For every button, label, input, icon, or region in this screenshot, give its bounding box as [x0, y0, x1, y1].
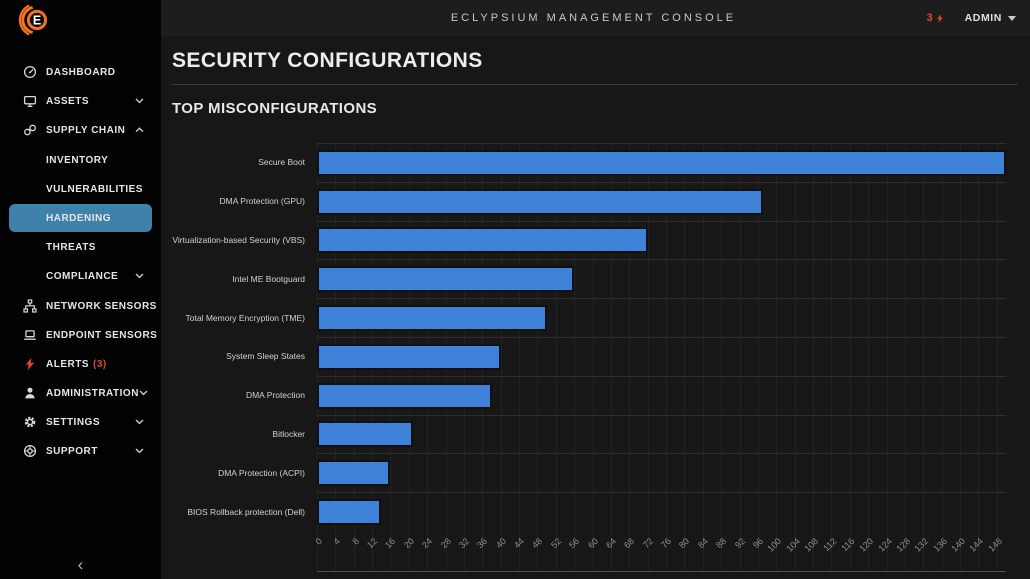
- admin-user-label: ADMIN: [964, 12, 1002, 24]
- sidebar-item-supply-chain[interactable]: SUPPLY CHAIN: [9, 116, 152, 144]
- sidebar-item-label: SUPPORT: [46, 445, 98, 457]
- sidebar-item-label: HARDENING: [46, 212, 112, 224]
- chevron-down-icon: [135, 448, 144, 454]
- chart-row: [317, 181, 1006, 221]
- page-title: SECURITY CONFIGURATIONS: [172, 49, 483, 72]
- misconfigurations-chart: Secure Boot DMA Protection (GPU) Virtualiz…: [172, 143, 1018, 572]
- category-label: System Sleep States: [226, 351, 305, 362]
- category-label: Intel ME Bootguard: [232, 273, 305, 284]
- chart-x-axis: 0 4 8 12 16 20 24 28 32 36 40 44 48 52 56 60 64 68 72 76 80 8…: [313, 535, 1004, 554]
- chart-bar[interactable]: [317, 227, 648, 254]
- chart-bar[interactable]: [317, 149, 1006, 176]
- chart-bar[interactable]: [317, 499, 382, 526]
- sidebar-item-vulnerabilities[interactable]: VULNERABILITIES: [9, 175, 152, 203]
- chart-bar[interactable]: [317, 421, 414, 448]
- administration-icon: [23, 386, 37, 400]
- chart-rows: [317, 143, 1006, 531]
- chart-row: [317, 298, 1006, 337]
- sidebar-item-label: NETWORK SENSORS: [46, 300, 157, 312]
- content: SECURITY CONFIGURATIONS TOP MISCONFIGURA…: [161, 36, 1030, 579]
- chart-plot-area: 0 4 8 12 16 20 24 28 32 36 40 44 48 52 56 60 64 68 72 76 80 8…: [313, 143, 1006, 572]
- sidebar-item-label: SUPPLY CHAIN: [46, 124, 126, 136]
- svg-text:E: E: [33, 13, 41, 27]
- alerts-icon: [23, 357, 37, 371]
- chart-row: [317, 259, 1006, 298]
- sidebar-item-network-sensors[interactable]: NETWORK SENSORS: [9, 292, 156, 320]
- sidebar-item-label: ENDPOINT SENSORS: [46, 329, 158, 341]
- console-title: ECLYPSIUM MANAGEMENT CONSOLE: [450, 12, 737, 24]
- chevron-down-icon: [135, 98, 144, 104]
- section-title: TOP MISCONFIGURATIONS: [172, 100, 378, 117]
- sidebar-item-label: VULNERABILITIES: [46, 183, 143, 195]
- sidebar-item-threats[interactable]: THREATS: [9, 233, 152, 261]
- sidebar-nav: DASHBOARD ASSETS SUPPLY CHAIN INVENTORY VULN…: [0, 58, 161, 466]
- sidebar-item-assets[interactable]: ASSETS: [9, 87, 152, 115]
- topbar: ECLYPSIUM MANAGEMENT CONSOLE 3 ADMIN: [161, 0, 1030, 36]
- sidebar-item-label: COMPLIANCE: [46, 270, 119, 282]
- chart-row: [317, 220, 1006, 260]
- chevron-down-icon: [139, 390, 148, 396]
- sidebar-item-label: SETTINGS: [46, 416, 101, 428]
- supply-chain-icon: [23, 123, 37, 137]
- sidebar: E DASHBOARD ASSETS SUPPLY CHAIN INVENTORY VU…: [0, 0, 161, 579]
- category-label: DMA Protection (GPU): [219, 196, 306, 207]
- category-label: Virtualization-based Security (VBS): [172, 234, 305, 245]
- sidebar-item-support[interactable]: SUPPORT: [9, 437, 152, 465]
- chart-row: [317, 453, 1006, 492]
- category-label: BIOS Rollback protection (Dell): [187, 506, 305, 517]
- sidebar-item-administration[interactable]: ADMINISTRATION: [9, 379, 152, 407]
- topbar-alert-indicator[interactable]: 3: [926, 12, 944, 25]
- sidebar-item-alerts[interactable]: ALERTS (3): [9, 350, 152, 378]
- sidebar-item-label: THREATS: [46, 241, 96, 253]
- category-label: Bitlocker: [272, 428, 305, 439]
- category-label: DMA Protection: [245, 390, 305, 401]
- lightning-bolt-icon: [936, 13, 943, 23]
- chart-row: [317, 375, 1006, 415]
- chart-bar[interactable]: [317, 266, 575, 293]
- sidebar-item-hardening[interactable]: HARDENING: [9, 204, 152, 232]
- sidebar-item-inventory[interactable]: INVENTORY: [9, 146, 152, 174]
- support-icon: [23, 444, 37, 458]
- sidebar-item-endpoint-sensors[interactable]: ENDPOINT SENSORS: [9, 321, 157, 349]
- dashboard-icon: [23, 65, 37, 79]
- chart-row: [317, 414, 1006, 454]
- sidebar-item-label: ALERTS: [46, 358, 89, 370]
- eclypsium-logo[interactable]: E: [0, 0, 161, 50]
- chevron-down-icon: [135, 419, 144, 425]
- sidebar-item-dashboard[interactable]: DASHBOARD: [9, 58, 152, 86]
- assets-icon: [23, 94, 37, 108]
- admin-user-menu[interactable]: ADMIN: [965, 12, 1016, 24]
- chevron-down-icon: [135, 273, 144, 279]
- sidebar-item-settings[interactable]: SETTINGS: [9, 408, 152, 436]
- category-label: DMA Protection (ACPI): [218, 467, 305, 478]
- chart-row: [317, 143, 1006, 182]
- sidebar-item-label: ADMINISTRATION: [46, 387, 139, 399]
- alert-count-badge: (3): [93, 358, 107, 370]
- sidebar-item-label: ASSETS: [46, 95, 90, 107]
- chart-category-labels: Secure Boot DMA Protection (GPU) Virtualiz…: [172, 143, 317, 572]
- chart-bar[interactable]: [317, 382, 492, 409]
- chart-row: [317, 492, 1006, 531]
- settings-icon: [23, 415, 37, 429]
- sidebar-item-compliance[interactable]: COMPLIANCE: [9, 262, 152, 290]
- chart-bar[interactable]: [317, 460, 391, 487]
- topbar-alert-count: 3: [926, 12, 933, 24]
- network-sensors-icon: [23, 299, 37, 313]
- eclypsium-logo-icon: E: [18, 4, 48, 36]
- caret-down-icon: [1008, 15, 1016, 21]
- chart-bar[interactable]: [317, 305, 547, 332]
- sidebar-item-label: INVENTORY: [46, 154, 109, 166]
- divider: [172, 84, 1018, 85]
- main-area: ECLYPSIUM MANAGEMENT CONSOLE 3 ADMIN SEC…: [161, 0, 1030, 579]
- chart-bar[interactable]: [317, 188, 763, 215]
- chart-row: [317, 336, 1006, 376]
- category-label: Total Memory Encryption (TME): [185, 312, 306, 323]
- endpoint-sensors-icon: [23, 328, 37, 342]
- sidebar-collapse-button[interactable]: ‹: [77, 555, 84, 574]
- chevron-up-icon: [135, 127, 144, 133]
- chart-bar[interactable]: [317, 343, 501, 370]
- category-label: Secure Boot: [258, 157, 305, 168]
- sidebar-item-label: DASHBOARD: [46, 66, 116, 78]
